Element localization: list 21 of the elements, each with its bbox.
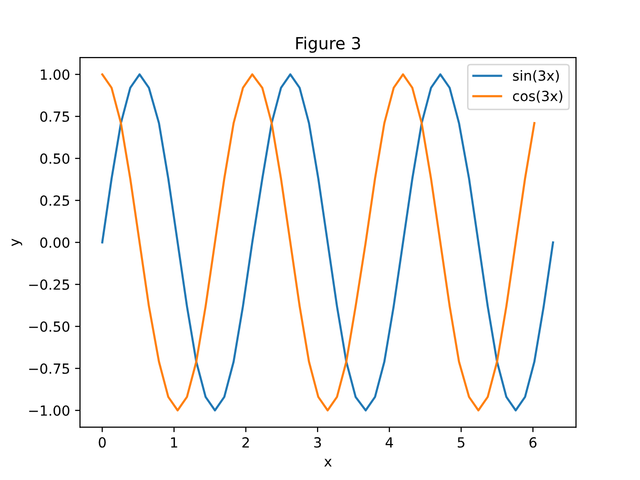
x-tick-label: 3	[314, 437, 321, 448]
x-tick-label: 2	[242, 437, 249, 448]
legend-label: cos(3x)	[513, 90, 562, 103]
y-tick-label: 0.50	[40, 153, 70, 164]
x-tick-label: 0	[98, 437, 106, 448]
x-tick-label: 4	[386, 437, 394, 448]
y-tick-label: −0.50	[29, 321, 70, 332]
y-tick-label: −1.00	[29, 405, 70, 416]
x-tick-label: 1	[171, 437, 178, 448]
x-tick-label: 5	[458, 437, 464, 448]
y-tick-label: −0.25	[29, 279, 70, 290]
x-axis-title: x	[324, 458, 332, 466]
x-tick-label: 6	[529, 437, 536, 448]
y-axis-title: y	[12, 238, 22, 246]
y-tick-label: 0.75	[40, 111, 70, 122]
y-tick-label: 1.00	[40, 69, 70, 80]
y-tick-label: −0.75	[29, 363, 70, 374]
chart-title: Figure 3	[296, 36, 360, 53]
y-tick-label: 0.00	[40, 237, 70, 248]
legend-label: sin(3x)	[512, 70, 559, 82]
y-tick-label: 0.25	[40, 195, 70, 206]
